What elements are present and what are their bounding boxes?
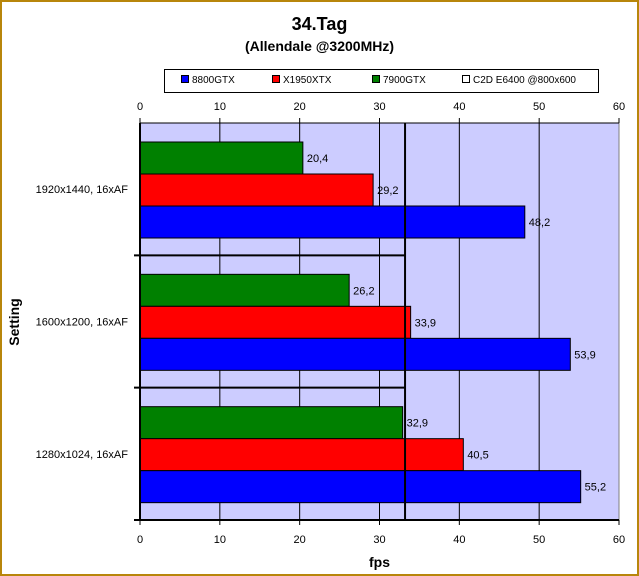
data-label-7900gtx-0: 20,4 [307,153,328,165]
bar-8800gtx-1 [139,337,571,371]
bar-x1950xtx-0 [139,173,374,207]
legend-swatch-x1950xtx [272,75,280,84]
legend-item-7900gtx: 7900GTX [372,75,426,86]
y-tick-label-2: 1280x1024, 16xAF [36,449,129,461]
bar-x1950xtx-1 [139,305,412,339]
data-label-7900gtx-1: 26,2 [353,285,374,297]
bar-7900gtx-0 [139,141,304,175]
x-bottom-tick-label-50: 50 [533,534,545,546]
bar-x1950xtx-2 [139,438,464,472]
legend-label-8800gtx: 8800GTX [192,75,235,86]
data-label-8800gtx-0: 48,2 [529,217,550,229]
data-label-8800gtx-1: 53,9 [574,349,595,361]
x-top-tick-label-60: 60 [613,101,625,113]
data-label-x1950xtx-0: 29,2 [377,185,398,197]
data-label-x1950xtx-2: 40,5 [467,450,488,462]
data-label-7900gtx-2: 32,9 [407,418,428,430]
x-bottom-tick-label-60: 60 [613,534,625,546]
y-axis-title: Setting [6,298,22,345]
legend-swatch-c2d-e6400 [462,75,470,84]
data-label-8800gtx-2: 55,2 [585,482,606,494]
legend-item-x1950xtx: X1950XTX [272,75,331,86]
legend-label-x1950xtx: X1950XTX [283,75,332,86]
data-label-x1950xtx-1: 33,9 [415,317,436,329]
bar-7900gtx-1 [139,273,350,307]
y-tick-label-0: 1920x1440, 16xAF [36,184,129,196]
legend-label-7900gtx: 7900GTX [383,75,426,86]
bar-8800gtx-0 [139,205,526,239]
legend-label-c2d-e6400: C2D E6400 @800x600 [473,75,576,86]
x-bottom-tick-label-30: 30 [373,534,385,546]
legend: 8800GTX X1950XTX 7900GTX C2D E6400 @800x… [164,69,599,93]
x-top-tick-label-20: 20 [294,101,306,113]
x-bottom-tick-label-40: 40 [453,534,465,546]
legend-item-8800gtx: 8800GTX [181,75,235,86]
x-bottom-tick-label-0: 0 [137,534,143,546]
chart-subtitle: (Allendale @3200MHz) [244,38,395,54]
legend-swatch-8800gtx [181,75,189,84]
bar-7900gtx-2 [139,406,404,440]
chart-title: 34.Tag [291,14,348,34]
x-top-tick-label-0: 0 [137,101,143,113]
y-tick-label-1: 1600x1200, 16xAF [36,317,129,329]
x-bottom-tick-label-10: 10 [214,534,226,546]
x-top-tick-label-50: 50 [533,101,545,113]
x-top-tick-label-30: 30 [373,101,385,113]
x-axis-title: fps [369,554,390,570]
x-top-tick-label-10: 10 [214,101,226,113]
legend-swatch-7900gtx [372,75,380,84]
x-bottom-tick-label-20: 20 [294,534,306,546]
x-top-tick-label-40: 40 [453,101,465,113]
legend-item-c2d-e6400: C2D E6400 @800x600 [462,75,576,86]
bar-8800gtx-2 [139,470,582,504]
